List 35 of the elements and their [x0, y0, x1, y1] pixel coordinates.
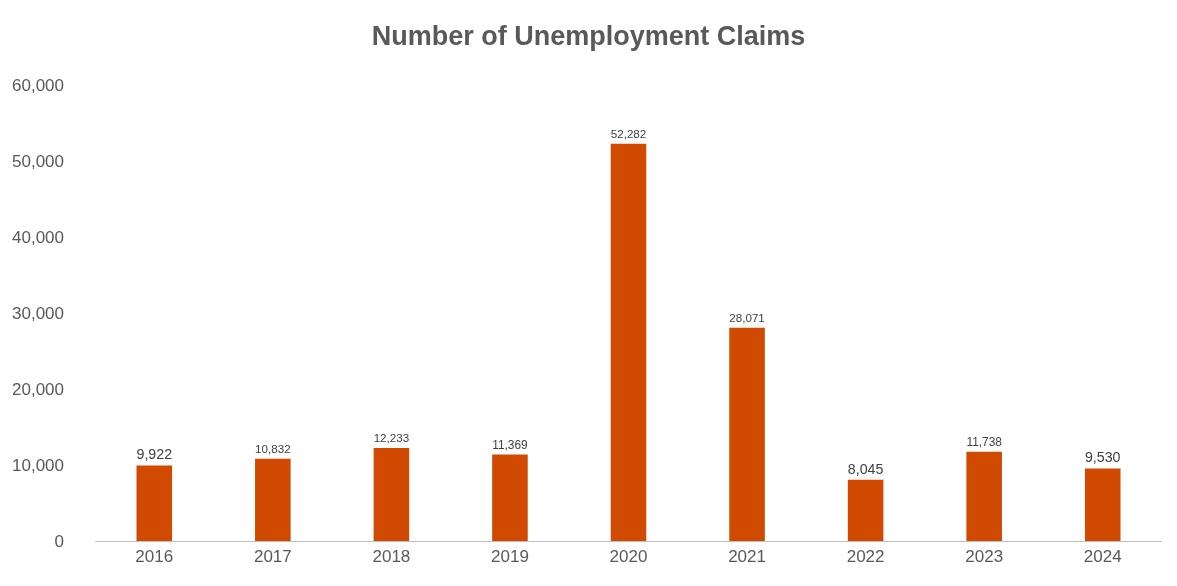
x-tick-label: 2019: [491, 547, 529, 567]
y-tick-label: 30,000: [12, 303, 64, 323]
x-tick-label: 2016: [135, 547, 174, 567]
y-tick-label: 60,000: [12, 75, 64, 95]
y-tick-label: 10,000: [12, 455, 64, 475]
x-tick-label: 2023: [965, 547, 1004, 567]
data-label: 8,045: [847, 460, 884, 477]
x-tick-label: 2021: [728, 547, 766, 567]
bar: [255, 458, 291, 541]
y-tick-label: 20,000: [12, 379, 64, 399]
data-label: 52,282: [610, 126, 647, 140]
y-tick-label: 0: [54, 531, 64, 551]
data-label: 11,369: [492, 437, 529, 452]
data-label: 10,832: [255, 441, 291, 455]
x-tick-label: 2024: [1083, 547, 1122, 567]
bar: [966, 451, 1002, 541]
x-tick-label: 2018: [372, 547, 411, 567]
data-label: 28,071: [729, 310, 765, 324]
data-label: 11,738: [966, 434, 1003, 449]
data-label: 12,233: [373, 431, 410, 445]
bar: [610, 143, 647, 541]
bar: [373, 448, 410, 541]
bar: [1084, 468, 1121, 541]
bar: [492, 454, 528, 541]
y-tick-label: 50,000: [12, 151, 64, 171]
x-tick-label: 2022: [846, 547, 885, 567]
x-tick-label: 2020: [609, 547, 648, 567]
bar: [729, 327, 765, 541]
bar: [847, 479, 884, 541]
x-tick-label: 2017: [253, 547, 292, 567]
data-label: 9,530: [1084, 449, 1121, 466]
y-tick-label: 40,000: [12, 227, 64, 247]
chart-title: Number of Unemployment Claims: [371, 21, 806, 52]
data-label: 9,922: [136, 446, 173, 463]
bar: [136, 465, 173, 541]
